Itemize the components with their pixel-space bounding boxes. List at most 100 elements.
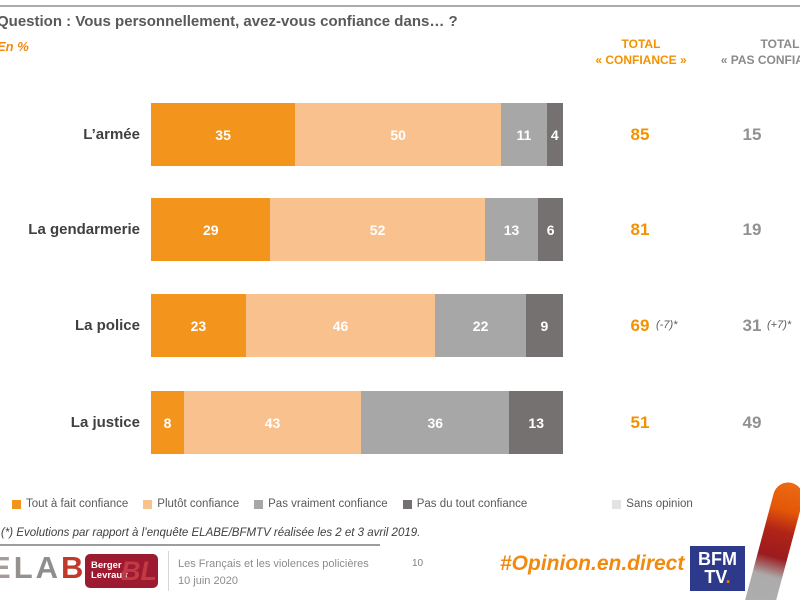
total-confiance-value: 51 xyxy=(598,391,682,454)
evolution-note xyxy=(767,198,800,261)
total-pas-confiance-value: 15 xyxy=(715,103,789,166)
total-confiance-line2: « CONFIANCE » xyxy=(595,53,687,67)
elabe-letter: L xyxy=(13,550,36,585)
bar-segment: 29 xyxy=(151,198,271,261)
total-pas-confiance-number: 49 xyxy=(742,413,762,432)
bar-segment-value: 35 xyxy=(215,126,231,143)
total-confiance-value: 69 (-7)* xyxy=(598,294,682,357)
column-header-total-pas-confiance: TOTAL « PAS CONFIANCE » xyxy=(695,36,800,68)
footnote-underline xyxy=(0,544,380,546)
total-confiance-number: 69 xyxy=(630,316,650,335)
category-label: L’armée xyxy=(83,126,140,143)
legend-label: Pas vraiment confiance xyxy=(268,498,388,510)
bar-segment-value: 52 xyxy=(369,221,386,238)
stacked-bar: 35 50 11 4 xyxy=(151,103,563,166)
total-confiance-number: 51 xyxy=(630,413,650,432)
bfmtv-line2: TV. xyxy=(690,568,745,586)
bfmtv-logo: BFM TV. xyxy=(690,546,745,591)
bar-segment-value: 50 xyxy=(390,126,406,143)
bar-segment: 11 xyxy=(501,103,547,166)
top-divider-line xyxy=(0,5,800,7)
bfmtv-tv: TV xyxy=(704,567,726,587)
total-pas-confiance-line2: « PAS CONFIANCE » xyxy=(720,53,800,67)
legend-label: Pas du tout confiance xyxy=(416,498,528,510)
bar-segment-value: 13 xyxy=(503,221,520,238)
legend-item-tout-a-fait: Tout à fait confiance xyxy=(12,498,128,510)
total-pas-confiance-value: 49 xyxy=(715,391,789,454)
total-confiance-value: 85 xyxy=(598,103,682,166)
berger-levrault-logo: Berger Levrault BL xyxy=(85,554,158,588)
total-pas-confiance-line1: TOTAL xyxy=(760,37,800,51)
legend: Tout à fait confiance Plutôt confiance P… xyxy=(12,498,693,510)
legend-swatch-light-orange xyxy=(143,499,153,509)
legend-item-sans-opinion: Sans opinion xyxy=(612,498,693,510)
legend-swatch-dark-gray xyxy=(402,499,412,509)
study-title: Les Français et les violences policières xyxy=(178,558,369,570)
bar-segment: 50 xyxy=(295,103,502,166)
bar-segment: 23 xyxy=(151,294,246,357)
total-pas-confiance-value: 31 (+7)* xyxy=(715,294,792,357)
bar-segment: 8 xyxy=(151,391,184,454)
bar-segment: 36 xyxy=(361,391,510,454)
legend-label: Tout à fait confiance xyxy=(26,498,129,510)
bar-segment: 13 xyxy=(484,198,539,261)
bfmtv-line1: BFM xyxy=(698,549,737,569)
legend-item-pas-du-tout: Pas du tout confiance xyxy=(402,498,528,510)
bar-segment: 35 xyxy=(151,103,296,166)
total-pas-confiance-number: 31 xyxy=(742,316,762,335)
bar-segment-value: 43 xyxy=(264,414,281,431)
berger-levrault-monogram: BL xyxy=(121,556,157,586)
elabe-letter: B xyxy=(61,550,87,585)
total-pas-confiance-value: 19 xyxy=(715,198,789,261)
bar-segment: 43 xyxy=(183,391,362,454)
category-label: La police xyxy=(74,317,140,334)
category-label: La gendarmerie xyxy=(28,221,140,238)
category-label: La justice xyxy=(70,414,140,431)
page-number: 10 xyxy=(412,558,424,569)
bar-segment-value: 9 xyxy=(540,317,549,334)
bar-segment: 9 xyxy=(525,294,563,357)
bar-segment: 46 xyxy=(245,294,436,357)
berger-line1: Berger xyxy=(91,560,122,571)
bar-segment-value: 6 xyxy=(546,221,555,238)
bar-segment-value: 46 xyxy=(332,317,349,334)
evolution-note xyxy=(656,391,716,454)
elabe-letter: E xyxy=(0,550,14,585)
stacked-bar: 29 52 13 6 xyxy=(151,198,563,261)
total-confiance-number: 81 xyxy=(630,220,650,239)
total-confiance-number: 85 xyxy=(630,125,650,144)
bar-segment: 13 xyxy=(509,391,563,454)
bar-row-gendarmerie: La gendarmerie 29 52 13 6 81 19 xyxy=(0,198,800,261)
bar-segment-value: 23 xyxy=(190,317,207,334)
total-confiance-line1: TOTAL xyxy=(621,37,661,51)
hashtag-opinion-en-direct: #Opinion.en.direct xyxy=(500,552,685,575)
legend-swatch-gray xyxy=(254,499,264,509)
question-title: Question : Vous personnellement, avez-vo… xyxy=(0,13,458,30)
bar-segment: 52 xyxy=(270,198,485,261)
bar-segment-value: 4 xyxy=(550,126,559,143)
legend-label: Plutôt confiance xyxy=(157,498,240,510)
berger-line2: Levrault xyxy=(91,570,128,581)
berger-levrault-text: Berger Levrault xyxy=(85,554,158,581)
bar-segment-value: 8 xyxy=(163,414,172,431)
bar-segment: 6 xyxy=(538,198,563,261)
total-confiance-value: 81 xyxy=(598,198,682,261)
elabe-letter: A xyxy=(35,550,62,585)
column-header-total-confiance: TOTAL « CONFIANCE » xyxy=(593,36,689,68)
study-date: 10 juin 2020 xyxy=(178,575,238,587)
bfmtv-dot: . xyxy=(725,567,731,587)
bar-row-police: La police 23 46 22 9 69 (-7)* 31 (+7)* xyxy=(0,294,800,357)
evolution-note: (-7)* xyxy=(656,319,678,331)
legend-swatch-pale-gray xyxy=(612,499,622,509)
footnote: (*) Evolutions par rapport à l’enquête E… xyxy=(1,527,421,539)
total-pas-confiance-number: 15 xyxy=(742,125,762,144)
evolution-note: (+7)* xyxy=(767,319,792,331)
bar-segment-value: 29 xyxy=(202,221,219,238)
evolution-note xyxy=(656,103,716,166)
legend-swatch-orange xyxy=(12,499,21,509)
total-pas-confiance-number: 19 xyxy=(742,220,762,239)
bar-segment: 22 xyxy=(435,294,526,357)
bar-segment: 4 xyxy=(546,103,563,166)
legend-item-plutot: Plutôt confiance xyxy=(143,498,239,510)
